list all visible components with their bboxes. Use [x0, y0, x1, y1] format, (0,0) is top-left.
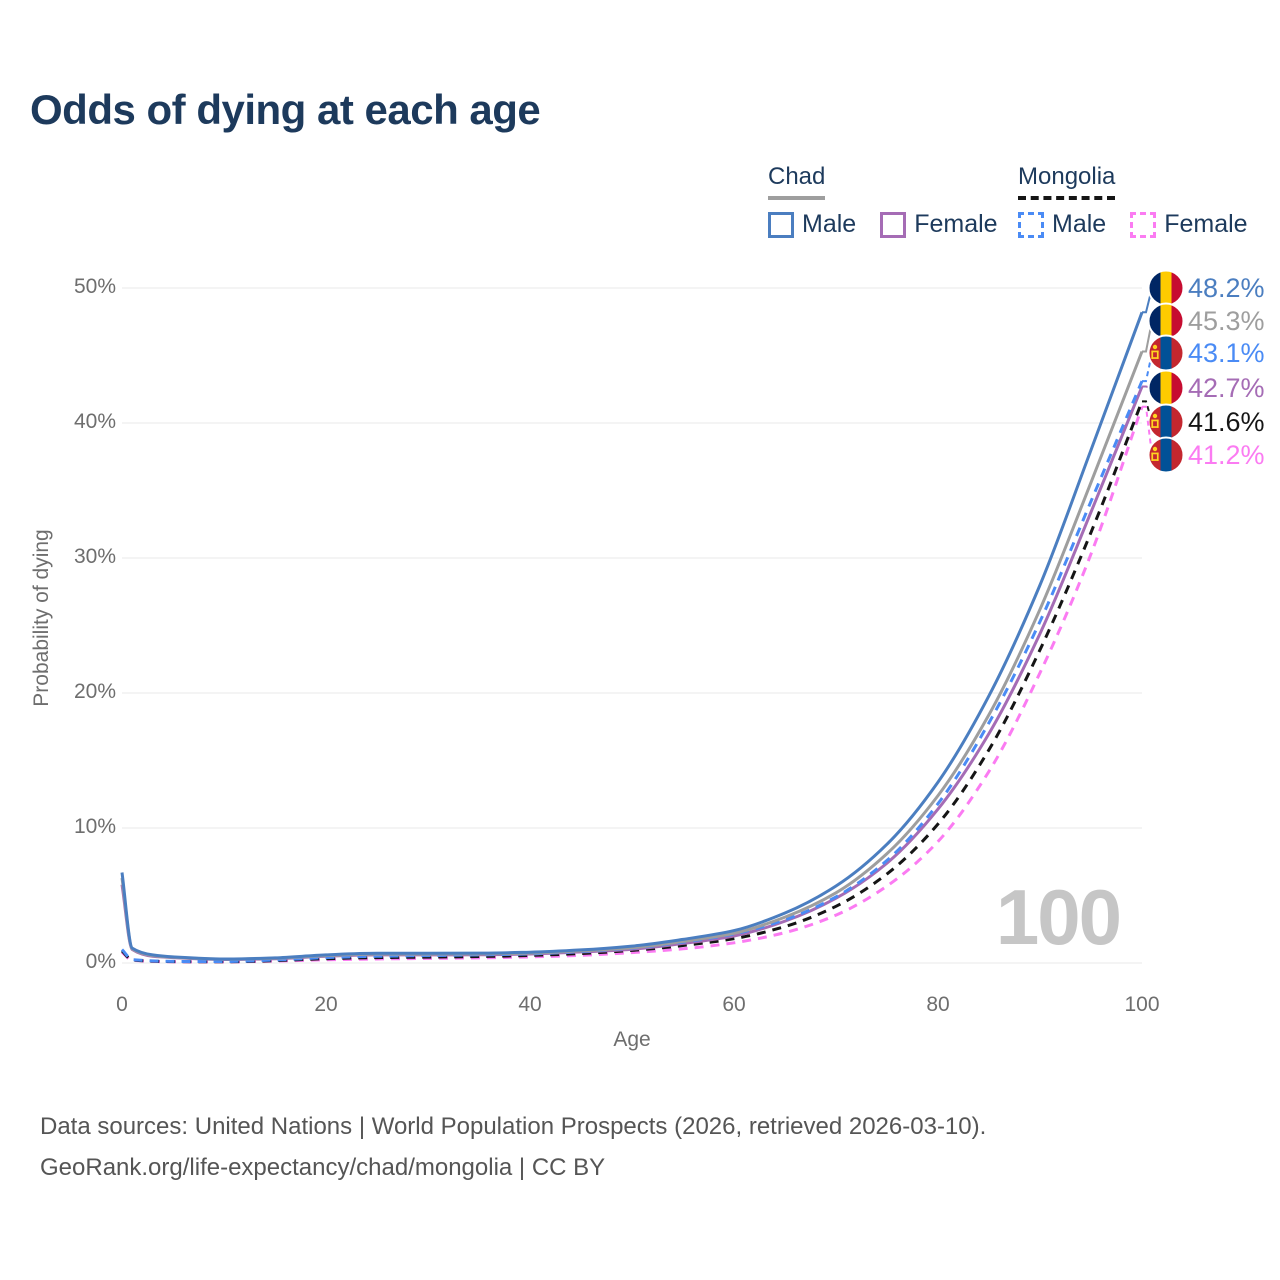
x-axis-title: Age [613, 1028, 651, 1051]
hover-age-watermark: 100 [995, 873, 1122, 961]
legend-chad-header[interactable]: Chad [768, 163, 826, 200]
legend-item-mongolia-female[interactable]: Female [1130, 210, 1248, 239]
series-line-chad-male [120, 311, 1144, 961]
y-tick-20%: 20% [73, 680, 116, 703]
legend-group-chad: Chad Male Female [768, 163, 1022, 239]
legend-item-chad-male[interactable]: Male [768, 210, 856, 239]
legend-label-chad-female: Female [914, 210, 998, 238]
x-tick-0: 0 [116, 993, 128, 1016]
y-tick-0%: 0% [85, 950, 116, 973]
x-tick-40: 40 [518, 993, 542, 1016]
chad-male-swatch-icon[interactable] [768, 211, 794, 238]
end-connector [1142, 405, 1154, 456]
flag-icon-chad [1147, 369, 1185, 407]
legend-label-mongolia-male: Male [1052, 210, 1107, 238]
legend-chad-items: Male Female [768, 210, 1022, 239]
legend-mongolia-header[interactable]: Mongolia [1018, 163, 1116, 200]
end-label-chad-female: 42.7% [1188, 373, 1265, 403]
flag-icon-chad [1147, 302, 1185, 340]
y-tick-30%: 30% [73, 545, 116, 568]
flag-icon-chad [1147, 269, 1185, 307]
footer: Data sources: United Nations | World Pop… [40, 1106, 986, 1188]
x-tick-60: 60 [722, 993, 746, 1016]
end-label-chad-both-sexes: 45.3% [1188, 306, 1265, 336]
end-connector [1142, 352, 1154, 383]
legend-label-mongolia-female: Female [1164, 210, 1248, 238]
footer-data-sources: Data sources: United Nations | World Pop… [40, 1113, 987, 1140]
x-tick-80: 80 [926, 993, 950, 1016]
chart-title: Odds of dying at each age [30, 86, 541, 133]
y-axis-title: Probability of dying [30, 529, 53, 707]
legend-item-chad-female[interactable]: Female [880, 210, 998, 239]
mongolia-female-swatch-icon[interactable] [1130, 211, 1157, 238]
flag-icon-mongolia [1147, 436, 1185, 474]
y-tick-40%: 40% [73, 410, 116, 433]
legend-group-mongolia: Mongolia Male Female [1018, 163, 1272, 239]
end-label-mongolia-female: 41.2% [1188, 440, 1265, 470]
end-label-mongolia-both-sexes: 41.6% [1188, 407, 1265, 437]
legend-mongolia-items: Male Female [1018, 210, 1272, 239]
series-line-chad-both-sexes [120, 350, 1144, 961]
end-label-chad-male: 48.2% [1188, 273, 1265, 303]
x-tick-100: 100 [1124, 993, 1160, 1016]
mongolia-male-swatch-icon[interactable] [1018, 211, 1044, 238]
legend: Chad Male Female Mongolia Male [0, 163, 1280, 243]
y-tick-50%: 50% [73, 275, 116, 298]
footer-attribution: GeoRank.org/life-expectancy/chad/mongoli… [40, 1154, 606, 1181]
flag-icon-mongolia [1147, 334, 1185, 372]
flag-icon-mongolia [1147, 403, 1185, 441]
end-label-mongolia-male: 43.1% [1188, 338, 1265, 368]
series-line-mongolia-male [120, 380, 1144, 964]
legend-label-chad-male: Male [802, 210, 857, 238]
end-connector [1142, 400, 1154, 423]
chad-female-swatch-icon[interactable] [880, 211, 907, 238]
y-tick-10%: 10% [73, 815, 116, 838]
x-tick-20: 20 [314, 993, 338, 1016]
legend-item-mongolia-male[interactable]: Male [1018, 210, 1106, 239]
